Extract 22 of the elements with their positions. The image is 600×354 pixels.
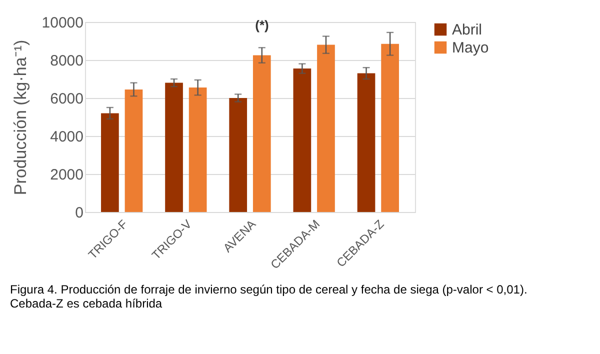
legend-label: Mayo <box>452 40 489 56</box>
text: Figura 4. Producción de forraje de invierno según tipo de cereal y fecha de siega (p-valor < 0,01). <box>10 282 528 297</box>
bar <box>165 82 183 212</box>
y-tick-label: 6000 <box>50 90 84 108</box>
bar <box>293 68 312 212</box>
text: Cebada-Z es cebada híbrida <box>10 296 162 311</box>
y-tick-label: 2000 <box>50 166 84 184</box>
y-tick-label: 10000 <box>42 14 84 32</box>
y-tick-label: 8000 <box>50 52 84 70</box>
bar <box>381 44 399 212</box>
annotation: (*) <box>255 17 269 32</box>
bar <box>317 44 335 212</box>
bar <box>357 73 376 212</box>
bar <box>188 88 207 212</box>
bar <box>229 98 248 212</box>
y-tick-label: 0 <box>75 204 84 222</box>
y-axis-title: Producción (kg·ha⁻¹) <box>10 40 30 196</box>
bar <box>101 113 119 212</box>
bar <box>124 89 143 212</box>
y-tick-label: 4000 <box>50 128 84 146</box>
bar <box>252 55 271 212</box>
legend-label: Abril <box>452 22 482 38</box>
